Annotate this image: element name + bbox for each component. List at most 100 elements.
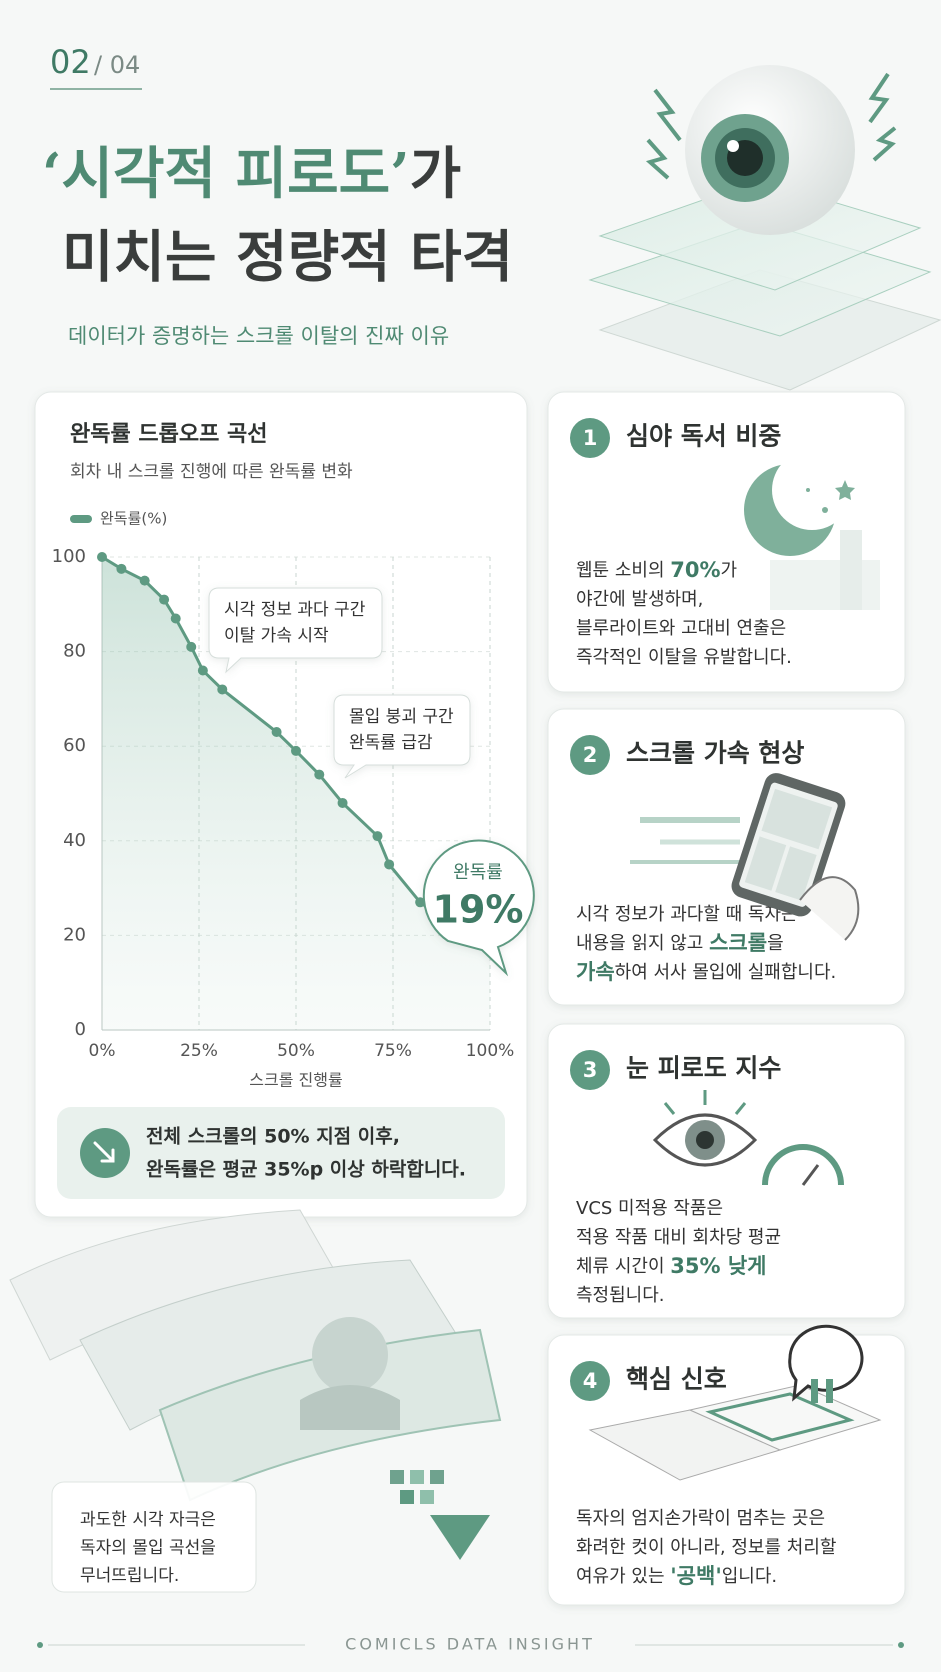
y-tick-label: 20 [63, 924, 86, 945]
card-body-line: 내용을 읽지 않고 스크롤을 [576, 931, 784, 955]
x-tick-label: 75% [374, 1041, 412, 1061]
card-highlight: 35% 낮게 [670, 1254, 766, 1278]
footer-dot [37, 1642, 43, 1648]
point [186, 641, 197, 652]
info-card [547, 708, 906, 1006]
footer-text: COMICLS DATA INSIGHT [345, 1635, 595, 1654]
x-axis-label: 스크롤 진행률 [249, 1071, 342, 1090]
page-total: / 04 [94, 51, 140, 79]
caption-box [51, 1481, 257, 1593]
legend-swatch [70, 515, 92, 523]
point [97, 552, 107, 562]
card-body-line: 화려한 컷이 아니라, 정보를 처리할 [576, 1537, 836, 1558]
card-body-line: 시각 정보가 과다할 때 독자는 [576, 904, 798, 925]
card-number: 2 [583, 743, 598, 767]
card-body-text: 체류 시간이 [576, 1256, 670, 1277]
decoration [775, 846, 817, 901]
decoration [840, 530, 862, 610]
card-highlight: '공백' [670, 1564, 722, 1588]
decoration [801, 1164, 820, 1186]
title-line-1: ‘시각적 피로도’가 [42, 141, 461, 207]
insight-arrow [93, 1141, 115, 1163]
decoration [826, 1379, 833, 1403]
point [170, 613, 181, 624]
card-number: 4 [583, 1369, 598, 1393]
point [139, 575, 150, 586]
book-illustration [588, 1324, 882, 1481]
end-bubble [422, 839, 535, 977]
callout-text: 시각 정보 과다 구간 [224, 600, 366, 620]
card-body-text: 야간에 발생하며, [576, 589, 703, 610]
card-body-text: VCS 미적용 작품은 [576, 1198, 723, 1219]
card-body-text: 화려한 컷이 아니라, 정보를 처리할 [576, 1537, 836, 1558]
footer-dot [898, 1642, 904, 1648]
point [384, 859, 395, 870]
decoration [734, 1102, 747, 1115]
card-body-text: 내용을 읽지 않고 [576, 933, 709, 954]
card-number: 3 [583, 1058, 598, 1082]
plot: 완독률(%) 0 20 40 60 80 100 0% 25% 50% 75% 100% 스크롤 진행률… [52, 510, 535, 1090]
point [415, 897, 426, 908]
card-body-line: 측정됩니다. [576, 1285, 665, 1306]
decoration [312, 1317, 388, 1393]
comic-strip-illustration [9, 1209, 502, 1560]
card-highlight: 70% [670, 558, 720, 582]
subtitle: 데이터가 증명하는 스크롤 이탈의 진짜 이유 [68, 324, 449, 348]
y-tick-label: 80 [63, 641, 86, 662]
decoration [770, 560, 880, 610]
point [314, 769, 325, 780]
card-body-text: 독자의 엄지손가락이 멈추는 곳은 [576, 1508, 825, 1529]
decoration [696, 1131, 714, 1149]
caption-line: 독자의 몰입 곡선을 [80, 1538, 216, 1558]
card-number-badge [570, 1050, 610, 1090]
callout-box [208, 587, 383, 674]
card-heading: 핵심 신호 [626, 1365, 727, 1394]
card-body-line: 체류 시간이 35% 낮게 [576, 1254, 766, 1278]
card-body-text: 입니다. [722, 1566, 777, 1587]
callout-box [333, 694, 471, 779]
eye-illustration [588, 65, 941, 391]
decoration [663, 1102, 676, 1115]
decoration [430, 1515, 490, 1560]
phone-illustration [630, 773, 860, 941]
point [372, 831, 383, 842]
card-heading: 심야 독서 비중 [626, 422, 781, 451]
decoration [744, 836, 787, 891]
decoration [772, 450, 852, 530]
point [217, 684, 228, 695]
card-number-badge [570, 735, 610, 775]
decoration [390, 1470, 404, 1484]
card-body-text: 을 [767, 933, 784, 954]
card-body-line: 야간에 발생하며, [576, 589, 703, 610]
card-body-line: 즉각적인 이탈을 유발합니다. [576, 647, 792, 668]
decoration [645, 138, 670, 180]
decoration [705, 1392, 855, 1442]
card-body-text: 즉각적인 이탈을 유발합니다. [576, 647, 792, 668]
card-number-badge [570, 1361, 610, 1401]
card-body-line: 적용 작품 대비 회차당 평균 [576, 1227, 781, 1248]
card-body-line: 블루라이트와 고대비 연출은 [576, 618, 786, 639]
card-body-text: 블루라이트와 고대비 연출은 [576, 618, 786, 639]
decoration [835, 480, 855, 500]
decoration [410, 1470, 424, 1484]
decoration [731, 773, 846, 917]
card-body-line: 독자의 엄지손가락이 멈추는 곳은 [576, 1508, 825, 1529]
decoration [762, 1144, 844, 1186]
info-card [547, 1023, 906, 1319]
decoration [400, 1490, 414, 1504]
moon-illustration [744, 450, 880, 610]
decoration [872, 126, 897, 162]
point [159, 594, 170, 605]
decoration [799, 876, 860, 941]
y-tick-label: 40 [63, 830, 86, 851]
point [197, 665, 208, 676]
card-body-text: 적용 작품 대비 회차당 평균 [576, 1227, 781, 1248]
chart-subtitle: 회차 내 스크롤 진행에 따른 완독률 변화 [70, 462, 353, 482]
insight-line: 전체 스크롤의 50% 지점 이후, [146, 1126, 400, 1148]
point [291, 745, 301, 756]
y-tick-label: 100 [52, 546, 86, 567]
